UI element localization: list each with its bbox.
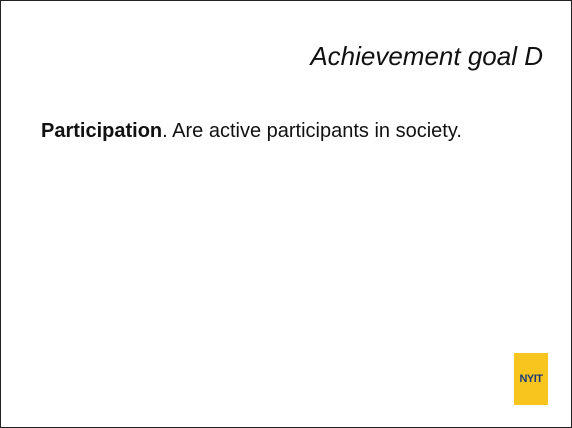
slide-title: Achievement goal D <box>310 41 543 71</box>
slide-body: Participation. Are active participants i… <box>41 115 511 147</box>
body-term: Participation <box>41 120 163 142</box>
body-text: . Are active participants in society. <box>162 120 462 142</box>
logo: NYIT <box>514 353 548 405</box>
logo-text: NYIT <box>519 373 543 385</box>
